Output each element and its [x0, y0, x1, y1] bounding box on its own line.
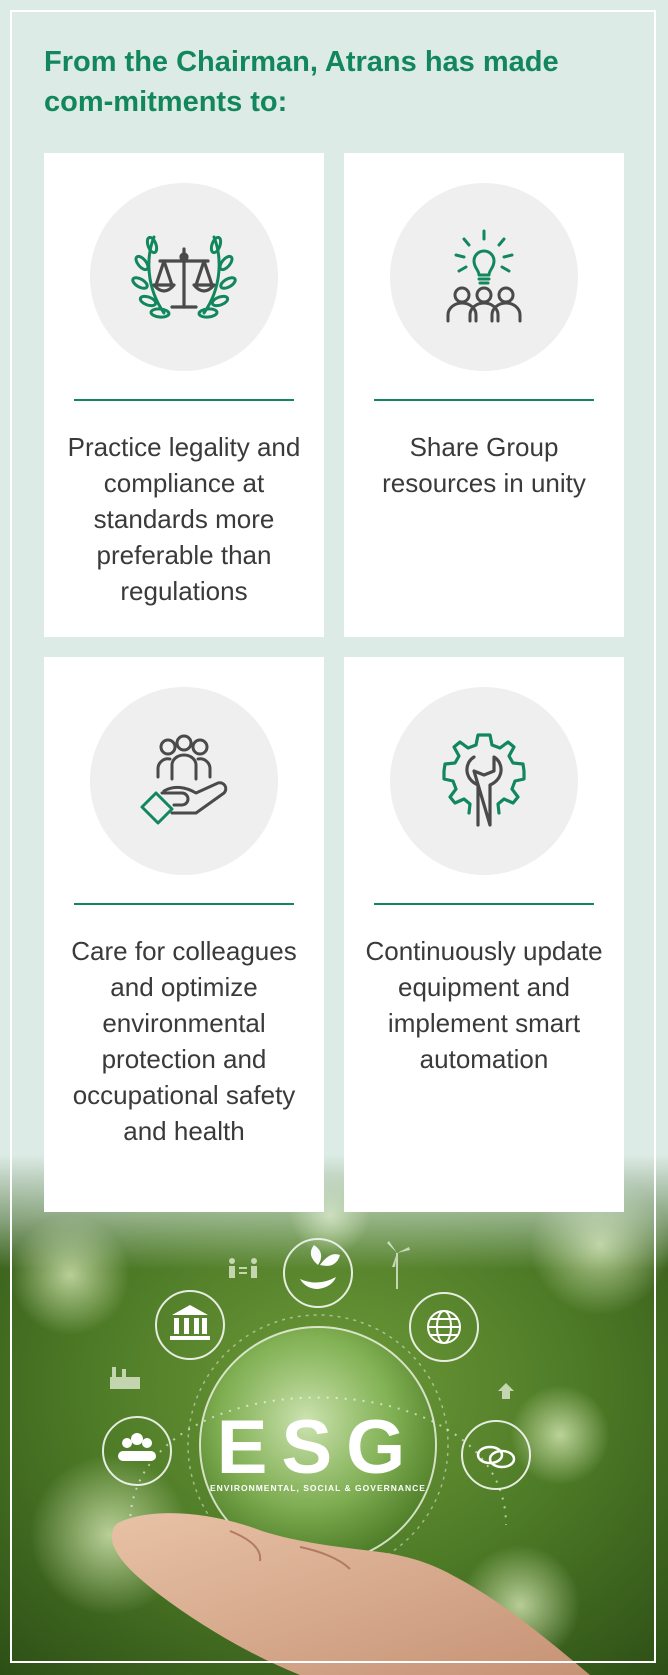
icon-circle	[390, 183, 578, 371]
commitment-card-care: Care for colleagues and optimize environ…	[44, 657, 324, 1212]
commitment-text: Practice legality and compliance at stan…	[67, 432, 301, 606]
commitment-card-automation: Continuously update equipment and implem…	[344, 657, 624, 1212]
commitment-text: Continuously update equipment and implem…	[365, 936, 603, 1074]
hand-holding-people-icon	[140, 734, 228, 825]
gear-wrench-icon	[442, 733, 526, 827]
commitment-text: Share Group resources in unity	[382, 432, 586, 498]
esg-hero-image: ESG ENVIRONMENTAL, SOCIAL & GOVERNANCE	[0, 1155, 668, 1675]
icon-circle	[390, 687, 578, 875]
icon-circle	[90, 183, 278, 371]
esg-illustration: ESG ENVIRONMENTAL, SOCIAL & GOVERNANCE	[0, 1155, 668, 1675]
page-title: From the Chairman, Atrans has made com-m…	[44, 46, 559, 118]
divider	[374, 399, 594, 401]
divider	[74, 399, 294, 401]
commitment-card-resources: Share Group resources in unity	[344, 153, 624, 637]
divider	[74, 903, 294, 905]
divider	[374, 903, 594, 905]
lightbulb-team-icon	[446, 229, 522, 323]
scales-of-justice-laurel-icon	[131, 235, 237, 319]
commitment-card-legality: Practice legality and compliance at stan…	[44, 153, 324, 637]
commitment-text: Care for colleagues and optimize environ…	[71, 936, 297, 1146]
icon-circle	[90, 687, 278, 875]
